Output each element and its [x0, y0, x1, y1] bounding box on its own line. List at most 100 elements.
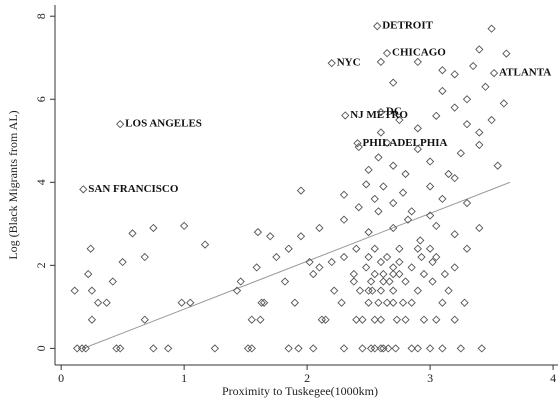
point — [475, 128, 484, 137]
city-point — [353, 139, 362, 148]
point — [259, 298, 269, 307]
y-tick-label: 6 — [34, 96, 48, 102]
point — [315, 223, 324, 233]
point — [294, 344, 303, 353]
point — [401, 169, 410, 179]
point — [389, 198, 398, 208]
x-tick-label: 2 — [304, 371, 310, 385]
point — [425, 157, 435, 166]
point — [128, 229, 137, 238]
point — [462, 198, 472, 208]
point — [200, 240, 210, 249]
point — [118, 257, 127, 267]
point — [280, 277, 290, 286]
city-label: PHILADELPHIA — [363, 137, 448, 149]
point — [108, 277, 117, 286]
point — [93, 298, 103, 307]
point — [481, 82, 490, 91]
point — [456, 344, 465, 353]
point — [444, 169, 453, 179]
point — [389, 223, 398, 233]
point — [327, 257, 336, 267]
city-point — [341, 111, 350, 120]
point — [450, 315, 459, 324]
point — [355, 286, 365, 295]
point — [419, 269, 429, 279]
point — [413, 57, 422, 67]
point — [210, 344, 220, 353]
point — [438, 66, 447, 75]
trend-line — [83, 181, 511, 349]
point — [413, 124, 422, 133]
point — [86, 244, 95, 253]
point — [403, 215, 413, 224]
point — [382, 298, 392, 307]
point — [102, 298, 111, 307]
point — [398, 298, 408, 307]
point — [389, 298, 398, 307]
point — [337, 298, 346, 307]
point — [177, 298, 186, 307]
point — [364, 286, 373, 295]
point — [272, 252, 281, 262]
point — [438, 344, 447, 353]
point — [450, 70, 459, 79]
point — [349, 277, 358, 286]
point — [140, 315, 149, 324]
point — [432, 111, 441, 121]
point — [257, 298, 266, 307]
point — [364, 227, 373, 237]
point — [339, 215, 349, 224]
y-tick-label: 2 — [34, 262, 48, 268]
y-tick-label: 4 — [34, 179, 48, 185]
x-tick-label: 4 — [550, 371, 556, 385]
y-tick-label: 8 — [34, 13, 48, 19]
point — [389, 161, 398, 170]
point — [164, 344, 173, 353]
point — [499, 99, 509, 108]
point — [81, 344, 90, 353]
city-label: CHICAGO — [392, 47, 446, 59]
point — [305, 257, 314, 267]
point — [232, 286, 242, 295]
city-label: SAN FRANCISCO — [88, 183, 179, 195]
point — [376, 315, 386, 324]
point — [440, 269, 449, 279]
point — [315, 263, 324, 272]
point — [389, 78, 398, 87]
point — [116, 344, 125, 353]
point — [290, 298, 299, 307]
point — [339, 190, 349, 199]
point — [395, 269, 404, 279]
point — [349, 269, 358, 279]
point — [376, 344, 386, 353]
point — [339, 252, 349, 262]
point — [413, 144, 422, 154]
point — [309, 269, 318, 279]
point — [179, 221, 189, 231]
point — [309, 344, 318, 353]
point — [370, 194, 379, 204]
point — [296, 186, 306, 195]
point — [317, 315, 327, 324]
point — [450, 230, 459, 239]
point — [460, 298, 469, 307]
city-point — [382, 49, 392, 58]
city-point — [376, 107, 386, 117]
point — [330, 286, 339, 295]
point — [339, 344, 349, 353]
city-point — [327, 58, 336, 68]
point — [450, 174, 459, 183]
point — [370, 244, 379, 253]
point — [382, 138, 392, 147]
point — [425, 211, 435, 220]
city-label: ATLANTA — [499, 67, 551, 79]
point — [438, 298, 447, 307]
point — [425, 182, 435, 191]
point — [382, 252, 392, 262]
point — [413, 344, 422, 353]
point — [385, 277, 394, 286]
point — [256, 315, 265, 324]
city-point — [79, 185, 88, 194]
point — [417, 252, 426, 262]
